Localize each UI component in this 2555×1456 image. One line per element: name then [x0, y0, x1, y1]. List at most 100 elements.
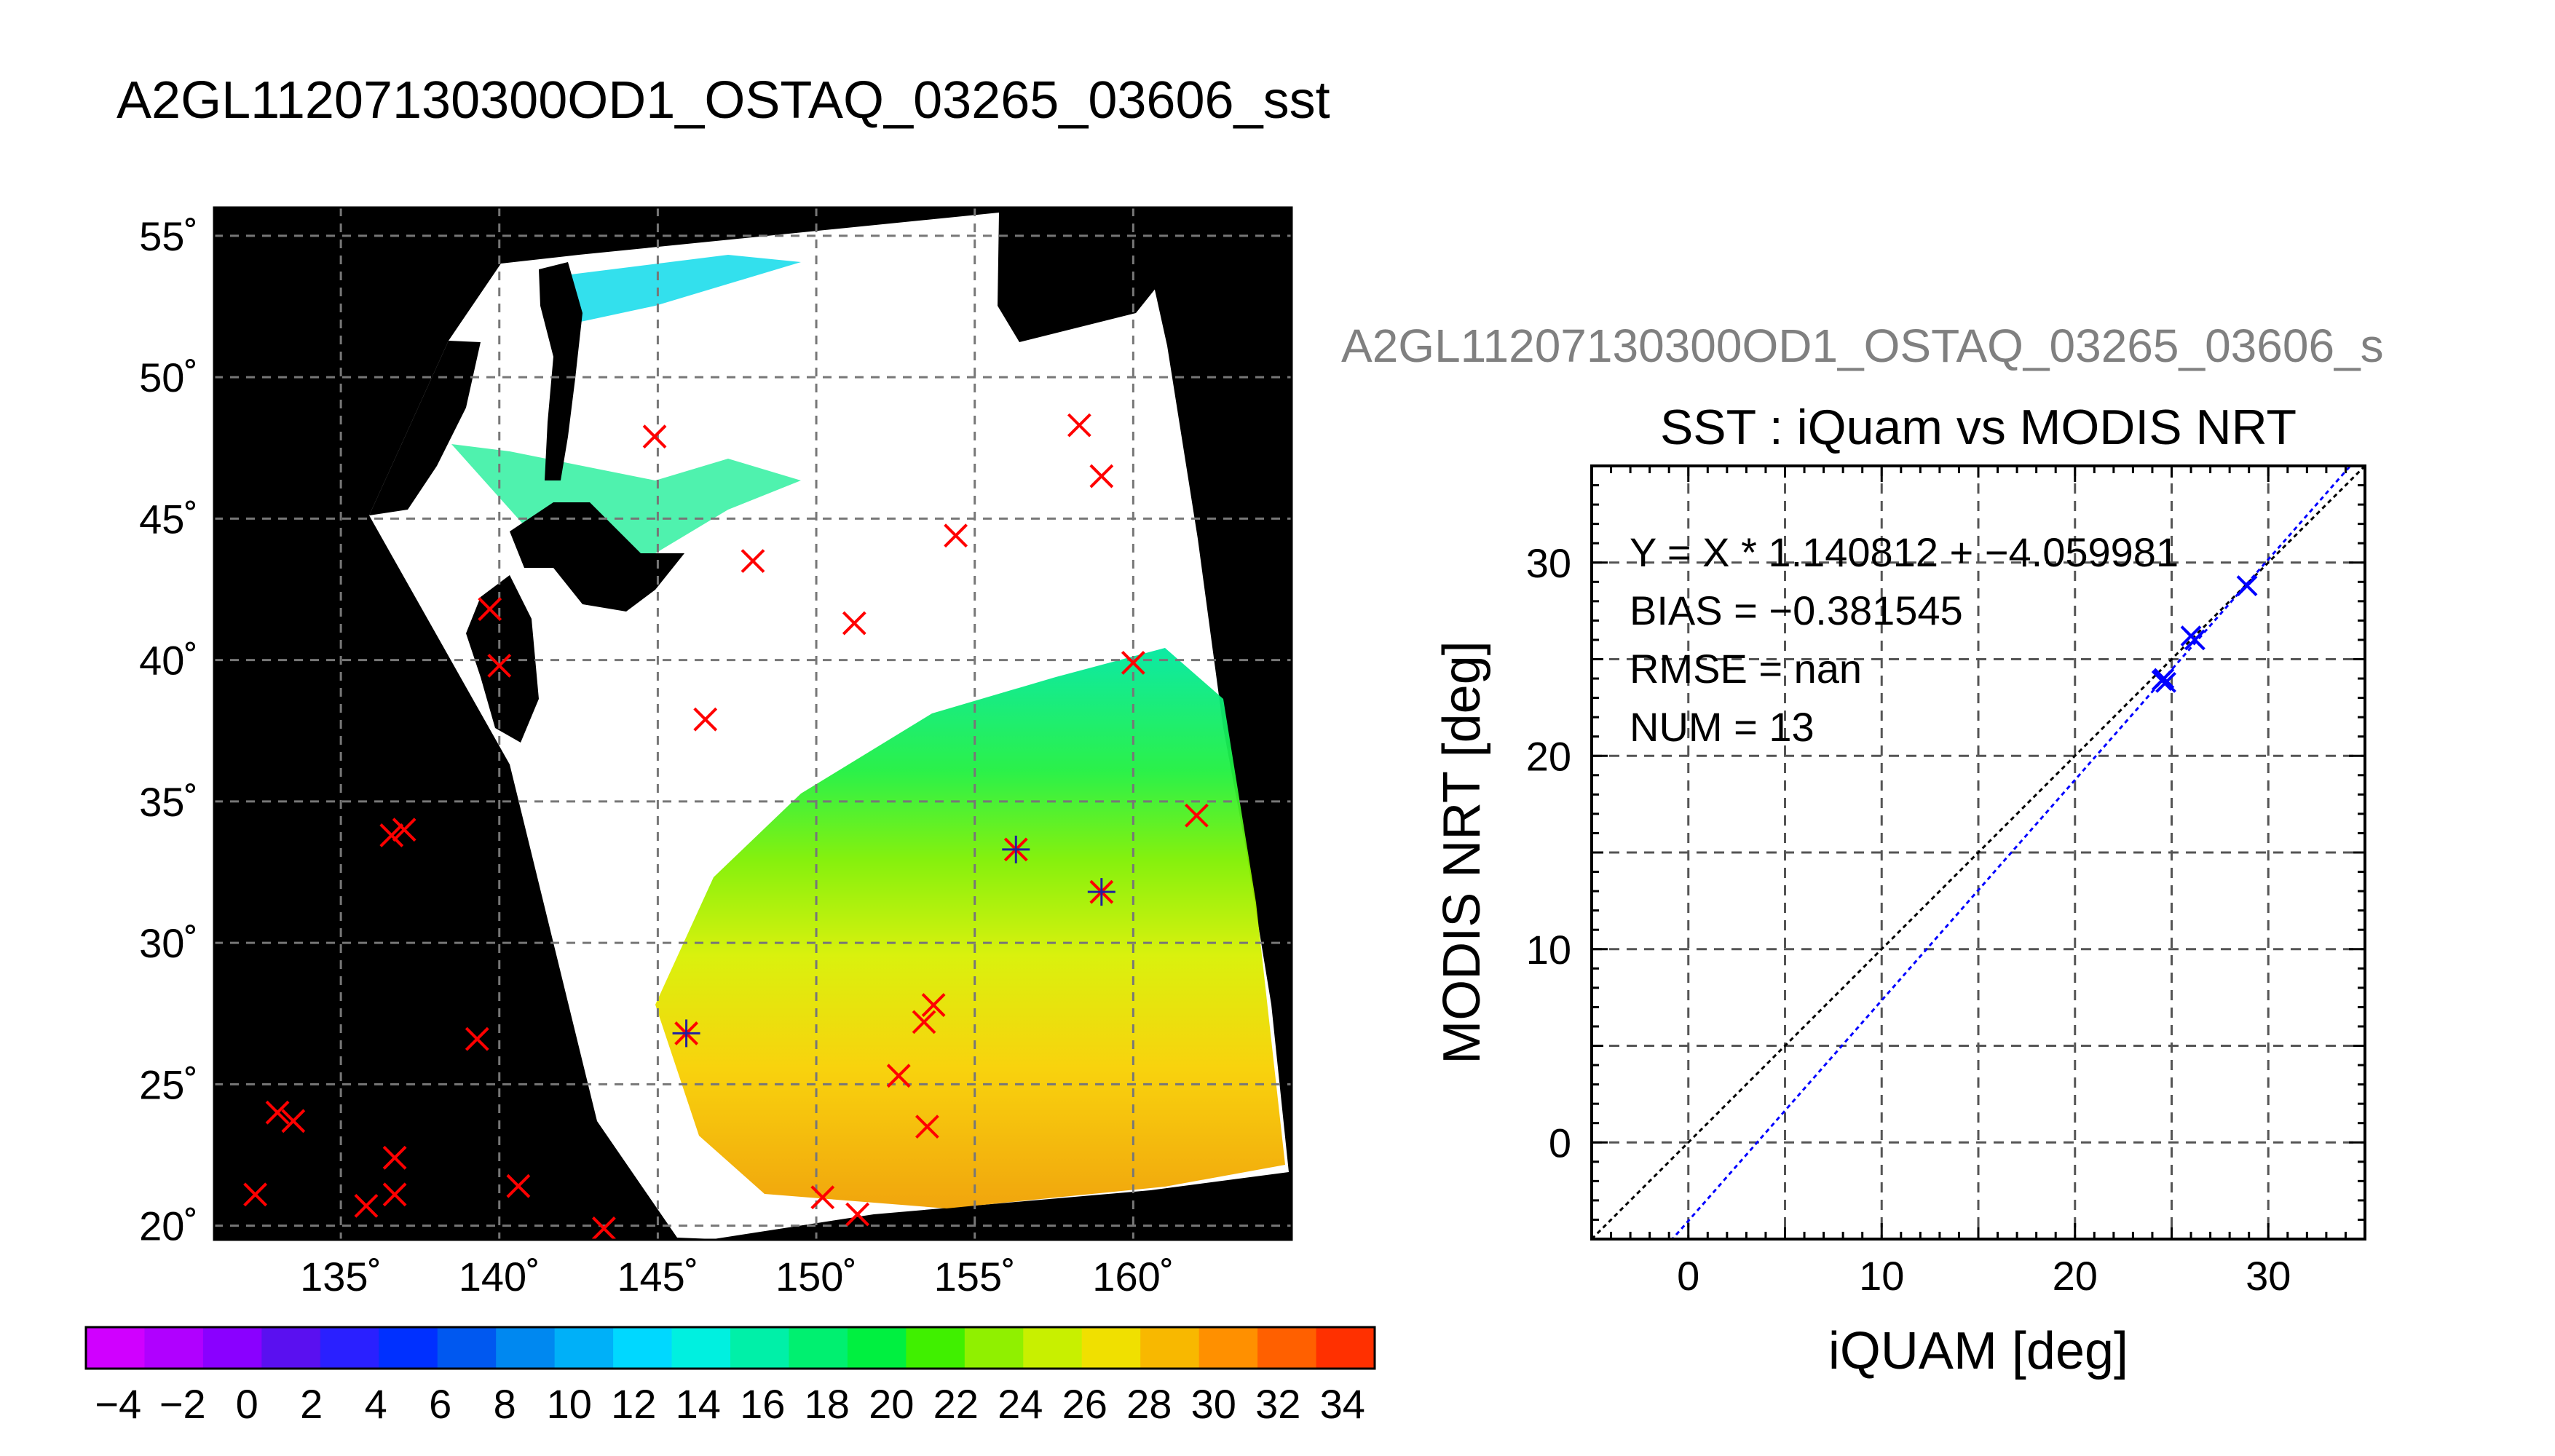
iquam-marker	[382, 1182, 407, 1207]
map-x-tick-label: 155˚	[934, 1254, 1016, 1299]
colorbar-swatch	[1198, 1327, 1258, 1369]
validation-y-tick-label: 20	[1526, 733, 1571, 779]
validation-point	[2236, 575, 2258, 597]
map-frame	[213, 206, 1293, 1241]
colorbar-swatch	[496, 1327, 556, 1369]
colorbar-tick-label: 12	[611, 1381, 656, 1427]
validation-panel: A2GL11207130300OD1_OSTAQ_03265_03606_s S…	[1341, 320, 2384, 1380]
validation-point	[2155, 671, 2176, 693]
iquam-marker	[741, 549, 765, 574]
map-y-tick-label: 55˚	[139, 213, 198, 259]
iquam-marker	[912, 1010, 936, 1034]
validation-x-tick-label: 0	[1677, 1253, 1699, 1299]
colorbar-tick-label: 4	[365, 1381, 387, 1427]
colorbar-swatch	[1257, 1327, 1317, 1369]
land-japan-sea	[369, 341, 481, 515]
iquam-marker	[810, 1185, 835, 1210]
matched-marker	[672, 1019, 700, 1048]
validation-x-tick-label: 10	[1859, 1253, 1904, 1299]
iquam-marker	[382, 1145, 407, 1170]
validation-stat-line: NUM = 13	[1630, 704, 1814, 750]
iquam-marker	[1089, 464, 1114, 488]
iquam-marker	[379, 823, 404, 847]
land-sakhalin	[539, 262, 583, 480]
sst-map-panel: 135˚ 140˚ 145˚ 150˚ 155˚ 160˚ 20˚ 25˚ 30˚ 35˚ 40˚…	[139, 206, 1293, 1299]
colorbar-tick-label: 26	[1062, 1381, 1107, 1427]
colorbar-tick-label: −2	[159, 1381, 206, 1427]
colorbar-tick-label: 18	[805, 1381, 850, 1427]
colorbar-swatch	[1081, 1327, 1141, 1369]
colorbar-swatch	[847, 1327, 907, 1369]
iquam-marker	[506, 1174, 531, 1198]
map-x-tick-label: 135˚	[300, 1254, 382, 1299]
matched-marker	[1002, 835, 1030, 863]
iquam-marker	[944, 523, 968, 548]
validation-y-tick-label: 10	[1526, 927, 1571, 973]
colorbar-swatch	[379, 1327, 438, 1369]
map-y-ticks: 20˚ 25˚ 30˚ 35˚ 40˚ 45˚ 50˚ 55˚	[139, 213, 198, 1249]
iquam-marker	[465, 1026, 489, 1051]
iquam-marker	[845, 1202, 870, 1227]
validation-point	[2184, 629, 2205, 651]
colorbar-swatch	[261, 1327, 321, 1369]
validation-x-tick-label: 30	[2246, 1253, 2291, 1299]
colorbar-tick-label: 10	[547, 1381, 592, 1427]
colorbar-tick-label: 16	[740, 1381, 785, 1427]
sst-north-patches-2	[553, 255, 801, 328]
colorbar-swatch	[906, 1327, 965, 1369]
iquam-marker	[842, 611, 866, 636]
figure-title: A2GL11207130300OD1_OSTAQ_03265_03606_sst	[117, 71, 1330, 130]
colorbar-tick-label: 2	[300, 1381, 323, 1427]
iquam-marker	[921, 993, 946, 1017]
validation-y-tick-label: 30	[1526, 540, 1571, 586]
colorbar-frame	[84, 1326, 1376, 1370]
iquam-marker	[1067, 413, 1091, 438]
map-x-tick-label: 160˚	[1092, 1254, 1174, 1299]
iquam-marker	[591, 1216, 616, 1240]
map-y-tick-label: 25˚	[139, 1061, 198, 1107]
iquam-marker	[392, 818, 416, 842]
iquam-marker	[281, 1109, 306, 1133]
colorbar-swatch	[671, 1327, 731, 1369]
colorbar-swatch	[730, 1327, 789, 1369]
colorbar-tick-label: 28	[1126, 1381, 1172, 1427]
validation-stat-line: Y = X * 1.140812 + −4.059981	[1630, 529, 2179, 575]
colorbar-swatch	[1316, 1327, 1375, 1369]
iquam-markers	[243, 413, 1209, 1240]
land-kamchatka	[998, 213, 1165, 342]
map-y-tick-label: 20˚	[139, 1203, 198, 1249]
colorbar-swatch	[1023, 1327, 1083, 1369]
validation-subtitle: A2GL11207130300OD1_OSTAQ_03265_03606_s	[1341, 320, 2384, 372]
iquam-marker	[642, 424, 667, 449]
colorbar-tick-label: 20	[869, 1381, 914, 1427]
colorbar-tick-label: 6	[429, 1381, 451, 1427]
iquam-marker	[243, 1182, 268, 1207]
colorbar-tick-label: 0	[236, 1381, 258, 1427]
iquam-marker	[354, 1193, 379, 1218]
validation-stat-line: BIAS = −0.381545	[1630, 587, 1963, 633]
sst-swath-color	[655, 648, 1285, 1208]
colorbar-tick-label: 14	[676, 1381, 721, 1427]
map-x-tick-label: 145˚	[617, 1254, 698, 1299]
validation-minor-ticks	[1590, 464, 2366, 1241]
colorbar-tick-label: 34	[1320, 1381, 1365, 1427]
map-gridlines	[214, 207, 1292, 1240]
validation-stats: Y = X * 1.140812 + −4.059981 BIAS = −0.38…	[1630, 529, 2179, 750]
iquam-marker	[693, 707, 718, 732]
map-y-tick-label: 40˚	[139, 638, 198, 684]
colorbar-swatch	[202, 1327, 262, 1369]
colorbar-swatch	[86, 1327, 145, 1369]
colorbar-tick-label: 24	[998, 1381, 1043, 1427]
colorbar-swatch	[613, 1327, 673, 1369]
validation-x-tick-label: 20	[2053, 1253, 2098, 1299]
map-y-tick-label: 35˚	[139, 779, 198, 825]
validation-ylabel: MODIS NRT [deg]	[1433, 641, 1491, 1064]
map-y-tick-label: 30˚	[139, 920, 198, 966]
validation-x-ticks: 0 10 20 30	[1677, 1253, 2291, 1299]
iquam-marker	[478, 597, 502, 622]
map-y-tick-label: 45˚	[139, 496, 198, 542]
map-x-tick-label: 150˚	[775, 1254, 857, 1299]
colorbar-tick-label: 22	[933, 1381, 979, 1427]
iquam-marker	[1121, 651, 1145, 675]
